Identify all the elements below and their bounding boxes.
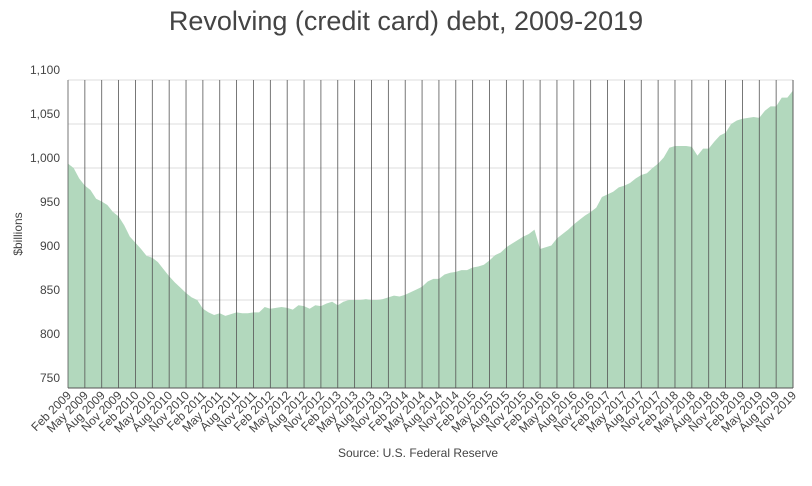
chart-title: Revolving (credit card) debt, 2009-2019 [169,6,643,36]
y-tick-label: 800 [40,327,60,341]
area [68,90,793,388]
y-tick-label: 1,100 [30,63,60,77]
y-axis-label: $billions [11,212,25,255]
y-tick-label: 950 [40,195,60,209]
y-tick-label: 850 [40,283,60,297]
source: Source: U.S. Federal Reserve [338,446,498,460]
y-tick-label: 750 [40,371,60,385]
y-tick-label: 1,000 [30,151,60,165]
y-tick-label: 900 [40,239,60,253]
y-tick-label: 1,050 [30,107,60,121]
